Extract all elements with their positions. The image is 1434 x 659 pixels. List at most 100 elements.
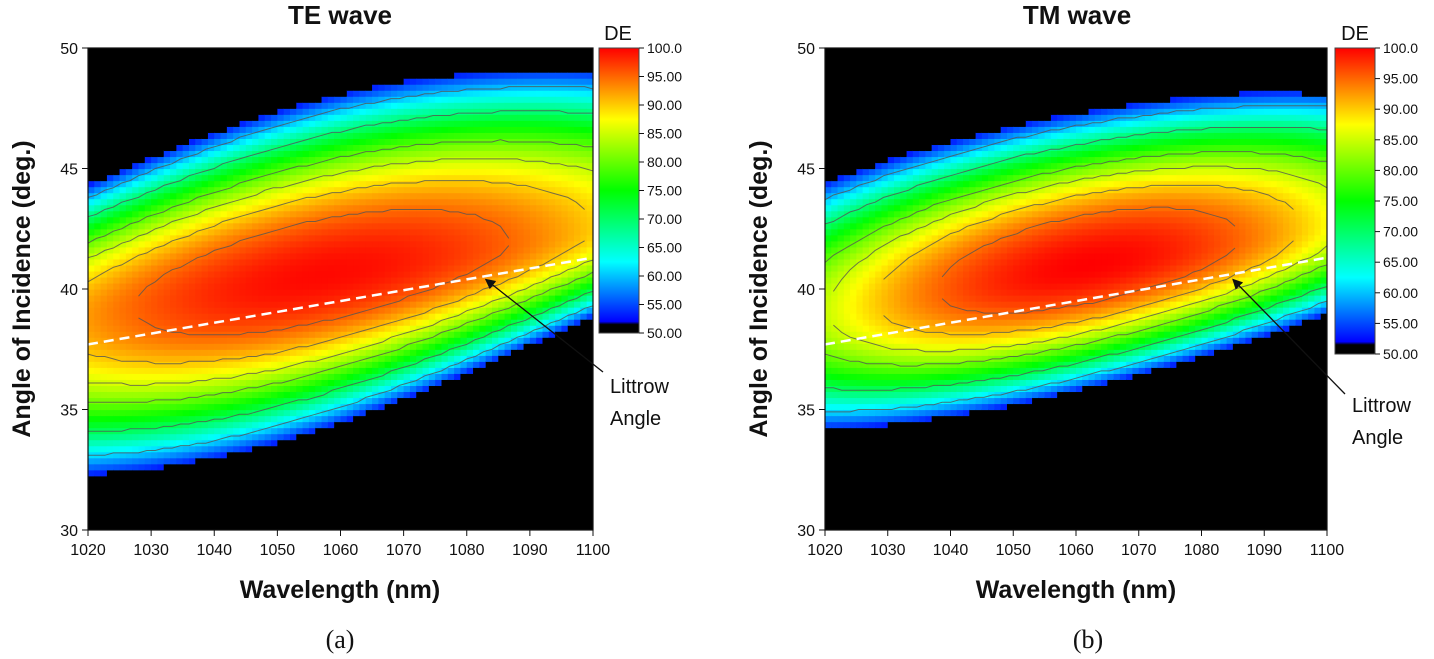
heat-cell bbox=[189, 367, 196, 374]
heat-cell bbox=[106, 319, 114, 326]
heat-cell bbox=[182, 120, 190, 127]
heat-cell bbox=[340, 427, 348, 435]
heat-cell bbox=[113, 415, 121, 423]
heat-cell bbox=[195, 138, 203, 146]
heat-cell bbox=[170, 186, 177, 194]
heat-cell bbox=[239, 48, 247, 55]
heat-cell bbox=[125, 48, 133, 55]
heat-cell bbox=[290, 445, 297, 453]
heat-cell bbox=[416, 349, 424, 356]
heat-cell bbox=[409, 192, 417, 200]
heat-cell bbox=[378, 132, 386, 139]
heat-cell bbox=[283, 228, 291, 236]
heat-cell bbox=[353, 168, 361, 176]
heat-cell bbox=[264, 313, 272, 320]
heat-cell bbox=[428, 168, 436, 176]
heat-cell bbox=[454, 282, 462, 290]
heat-cell bbox=[359, 463, 367, 471]
heat-cell bbox=[308, 523, 316, 530]
heat-cell bbox=[94, 517, 102, 525]
heat-cell bbox=[422, 517, 430, 525]
heat-cell bbox=[296, 150, 304, 158]
heat-cell bbox=[378, 295, 386, 302]
heat-cell bbox=[163, 282, 171, 290]
heat-cell bbox=[416, 361, 424, 368]
heat-cell bbox=[201, 367, 209, 374]
heat-cell bbox=[144, 451, 152, 459]
heat-cell bbox=[106, 313, 114, 320]
heat-cell bbox=[466, 463, 474, 471]
heat-cell bbox=[447, 132, 455, 139]
heat-cell bbox=[94, 54, 102, 61]
heat-cell bbox=[428, 319, 436, 326]
heat-cell bbox=[113, 54, 121, 61]
heat-cell bbox=[189, 120, 196, 127]
heat-cell bbox=[144, 240, 152, 248]
heat-cell bbox=[454, 228, 462, 236]
heat-cell bbox=[428, 505, 436, 513]
heat-cell bbox=[416, 301, 424, 308]
heat-cell bbox=[214, 54, 222, 61]
heat-cell bbox=[245, 48, 253, 55]
heat-cell bbox=[271, 156, 278, 164]
heat-cell bbox=[473, 228, 480, 236]
heat-cell bbox=[151, 355, 159, 362]
heat-cell bbox=[195, 234, 203, 242]
heat-cell bbox=[157, 295, 165, 302]
heat-cell bbox=[252, 439, 260, 447]
heat-cell bbox=[441, 102, 449, 109]
heat-cell bbox=[391, 409, 398, 417]
heat-cell bbox=[290, 276, 297, 284]
heat-cell bbox=[226, 409, 234, 417]
heat-cell bbox=[290, 451, 297, 459]
heat-cell bbox=[195, 487, 203, 495]
heat-cell bbox=[283, 174, 291, 182]
heat-cell bbox=[106, 108, 114, 115]
heat-cell bbox=[346, 204, 354, 212]
heat-cell bbox=[214, 373, 222, 380]
heat-cell bbox=[189, 511, 196, 519]
heat-cell bbox=[378, 313, 386, 320]
heat-cell bbox=[163, 451, 171, 459]
heat-cell bbox=[283, 433, 291, 441]
heat-cell bbox=[308, 84, 316, 91]
heat-cell bbox=[308, 385, 316, 393]
heat-cell bbox=[220, 246, 228, 254]
heat-cell bbox=[182, 60, 190, 67]
heat-cell bbox=[428, 78, 436, 85]
heat-cell bbox=[214, 120, 222, 127]
heat-cell bbox=[473, 325, 480, 332]
heat-cell bbox=[113, 120, 121, 127]
heat-cell bbox=[447, 228, 455, 236]
heat-cell bbox=[397, 457, 405, 465]
heat-cell bbox=[106, 367, 114, 374]
heat-cell bbox=[321, 132, 329, 139]
heat-cell bbox=[176, 60, 184, 67]
heat-cell bbox=[151, 457, 159, 465]
heat-cell bbox=[340, 523, 348, 530]
heat-cell bbox=[258, 517, 266, 525]
heat-cell bbox=[321, 403, 329, 411]
heat-cell bbox=[409, 421, 417, 429]
heat-cell bbox=[144, 475, 152, 483]
heat-cell bbox=[252, 319, 260, 326]
heat-cell bbox=[391, 240, 398, 248]
heat-cell bbox=[119, 132, 127, 139]
heat-cell bbox=[391, 96, 398, 103]
heat-cell bbox=[365, 445, 373, 453]
heat-cell bbox=[170, 48, 177, 55]
heat-cell bbox=[138, 114, 146, 121]
heat-cell bbox=[182, 138, 190, 146]
heat-cell bbox=[88, 481, 95, 489]
heat-cell bbox=[163, 475, 171, 483]
heat-cell bbox=[391, 84, 398, 91]
heat-cell bbox=[189, 397, 196, 405]
heat-cell bbox=[397, 96, 405, 103]
heat-cell bbox=[226, 451, 234, 459]
heat-cell bbox=[119, 301, 127, 308]
heat-cell bbox=[201, 517, 209, 525]
heat-cell bbox=[132, 403, 140, 411]
heat-cell bbox=[271, 295, 278, 302]
heat-cell bbox=[106, 126, 114, 133]
heat-cell bbox=[428, 192, 436, 200]
